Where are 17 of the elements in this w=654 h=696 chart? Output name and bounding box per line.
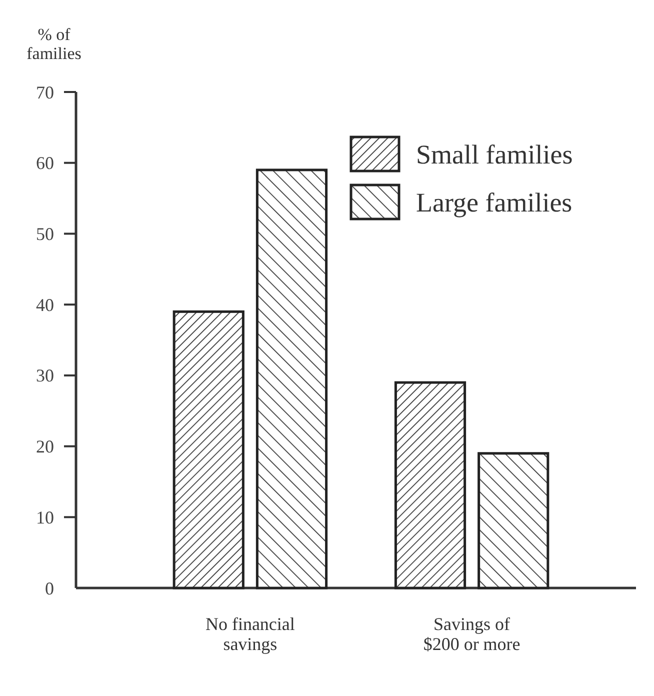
x-tick-label: No financial savings (205, 614, 295, 654)
y-axis-title: % of families (26, 25, 82, 63)
y-tick-label: 60 (36, 153, 54, 174)
x-tick-label: Savings of $200 or more (423, 614, 520, 654)
y-tick-label: 30 (36, 366, 54, 386)
legend-label: Small families (416, 139, 573, 170)
y-tick-label: 0 (45, 578, 54, 598)
y-tick-label: 20 (36, 436, 54, 457)
bar (478, 452, 550, 590)
bar (172, 310, 244, 590)
bar (256, 168, 328, 590)
y-tick-label: 10 (36, 507, 54, 528)
y-tick-label: 40 (36, 294, 54, 315)
y-tick-label: 70 (36, 82, 54, 102)
legend-label: Large families (416, 187, 572, 218)
y-tick-label: 50 (36, 224, 54, 244)
bar (394, 381, 466, 590)
